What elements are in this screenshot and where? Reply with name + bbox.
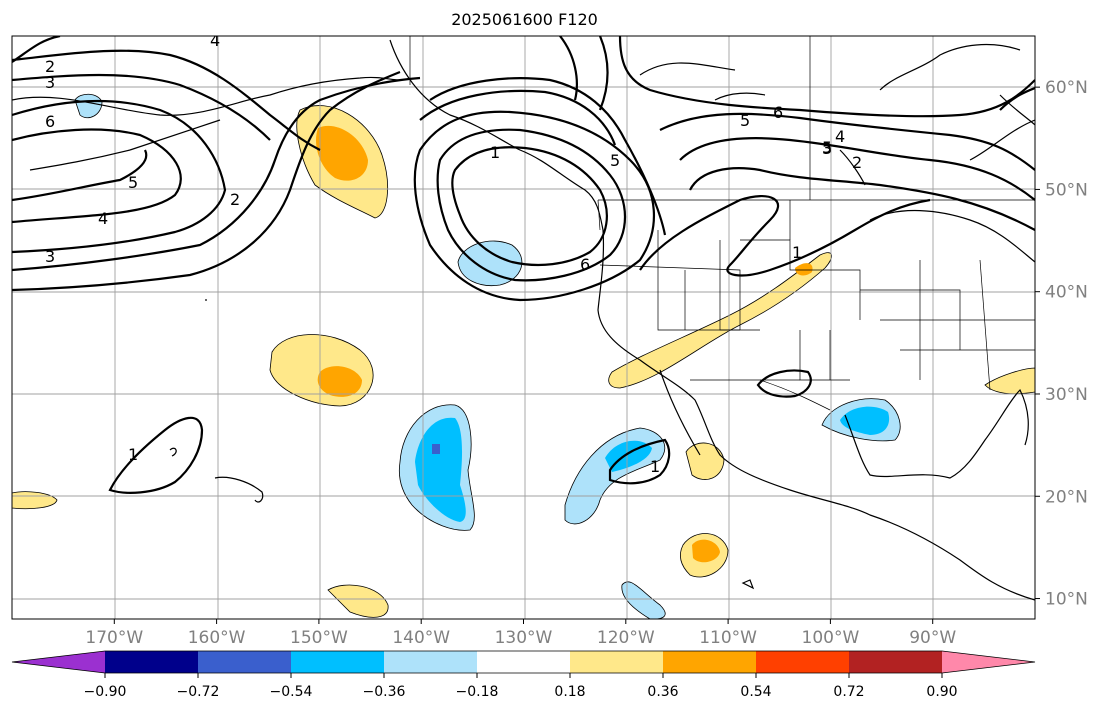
colorbar-tick-label: −0.90: [84, 684, 127, 700]
contour-label: 6: [580, 255, 590, 274]
latitude-label: 20°N: [1045, 487, 1088, 507]
anomaly-positive-mexico: [685, 442, 725, 480]
latitude-label: 40°N: [1045, 283, 1088, 303]
longitude-label: 110°W: [699, 628, 757, 648]
longitude-label: 100°W: [802, 628, 860, 648]
contour-label: 1: [792, 243, 802, 262]
colorbar-swatch: [198, 651, 292, 673]
contours: [12, 36, 1035, 494]
anomaly-negative-gulf-core: [840, 406, 890, 435]
contour-label: 5: [610, 151, 620, 170]
contour-label: 5: [128, 173, 138, 192]
anomaly-positive-gulf-coast: [984, 367, 1035, 395]
latitude-labels: 10°N 20°N 30°N 40°N 50°N 60°N: [1035, 78, 1088, 610]
map-background: [12, 36, 1035, 619]
longitude-label: 140°W: [392, 628, 450, 648]
contour-label: 6: [773, 103, 783, 122]
anomaly-negative-central-pacific-peak: [432, 444, 440, 454]
contour-label: 4: [98, 209, 108, 228]
contour-label: 1: [128, 445, 138, 464]
longitude-label: 130°W: [495, 628, 553, 648]
longitude-labels: 170°W 160°W 150°W 140°W 130°W 120°W 110°W 100°W…: [85, 619, 956, 648]
colorbar-tick-label: 0.72: [833, 684, 864, 700]
latitude-label: 30°N: [1045, 385, 1088, 405]
anomaly-negative-baja-core: [605, 440, 652, 472]
contour-label: 5: [740, 111, 750, 130]
anomaly-negative-northeast-pacific: [457, 240, 523, 287]
anomaly-positive-subtropical-pacific-core: [317, 366, 362, 397]
contour-label: 6: [45, 112, 55, 131]
colorbar-swatch: [849, 651, 943, 673]
contour-label: 3: [45, 73, 55, 92]
colorbar-swatch: [942, 651, 1035, 673]
contour-label: 5: [822, 138, 832, 157]
contour-label: 1: [490, 143, 500, 162]
colorbar-swatch: [756, 651, 850, 673]
map-title: 2025061600 F120: [451, 10, 598, 29]
anomaly-positive-rockies-core: [795, 263, 813, 276]
anomaly-positive-east-pacific-core: [692, 539, 720, 563]
contour-label: 3: [822, 139, 832, 158]
longitude-label: 90°W: [909, 628, 956, 648]
latitude-label: 50°N: [1045, 180, 1088, 200]
colorbar-tick-label: −0.18: [456, 684, 499, 700]
contour-label: 2: [230, 190, 240, 209]
colorbar-swatch: [105, 651, 199, 673]
coastlines: [12, 39, 1035, 601]
contour-labels: 4 2 3 6 5 4 3 2 5 6 5 6 5 4 3 2 1 1 1 1: [45, 31, 862, 476]
contour-label: 4: [835, 127, 845, 146]
anomaly-positive-southern-pacific: [327, 584, 389, 618]
longitude-label: 120°W: [597, 628, 655, 648]
colorbar-swatch: [663, 651, 757, 673]
colorbar-tick-label: 0.54: [740, 684, 771, 700]
longitude-label: 170°W: [85, 628, 143, 648]
colorbar-tick-label: −0.72: [177, 684, 220, 700]
contour-label: 2: [45, 57, 55, 76]
colorbar-swatch: [570, 651, 664, 673]
colorbar-swatch: [384, 651, 478, 673]
latitude-label: 10°N: [1045, 590, 1088, 610]
colorbar-tick-label: 0.90: [926, 684, 957, 700]
contour-label: 2: [852, 153, 862, 172]
contour-label: 4: [210, 31, 220, 50]
colorbar-tick-label: 0.36: [647, 684, 678, 700]
colorbar-tick-label: −0.36: [363, 684, 406, 700]
latitude-label: 60°N: [1045, 78, 1088, 98]
colorbar-swatch: [477, 651, 571, 673]
colorbar-swatch: [12, 651, 105, 673]
anomaly-negative-east-pacific-south: [621, 581, 666, 619]
colorbar-swatch: [291, 651, 385, 673]
colorbar-tick-label: −0.54: [270, 684, 313, 700]
contour-label: 3: [45, 247, 55, 266]
colorbar: −0.90 −0.72 −0.54 −0.36 −0.18 0.18 0.36 0.54 0.7…: [11, 650, 1036, 700]
longitude-label: 160°W: [188, 628, 246, 648]
anomaly-positive-gulf-of-alaska-core: [315, 125, 368, 181]
longitude-label: 150°W: [290, 628, 348, 648]
contour-label: 1: [650, 457, 660, 476]
colorbar-tick-label: 0.18: [554, 684, 585, 700]
